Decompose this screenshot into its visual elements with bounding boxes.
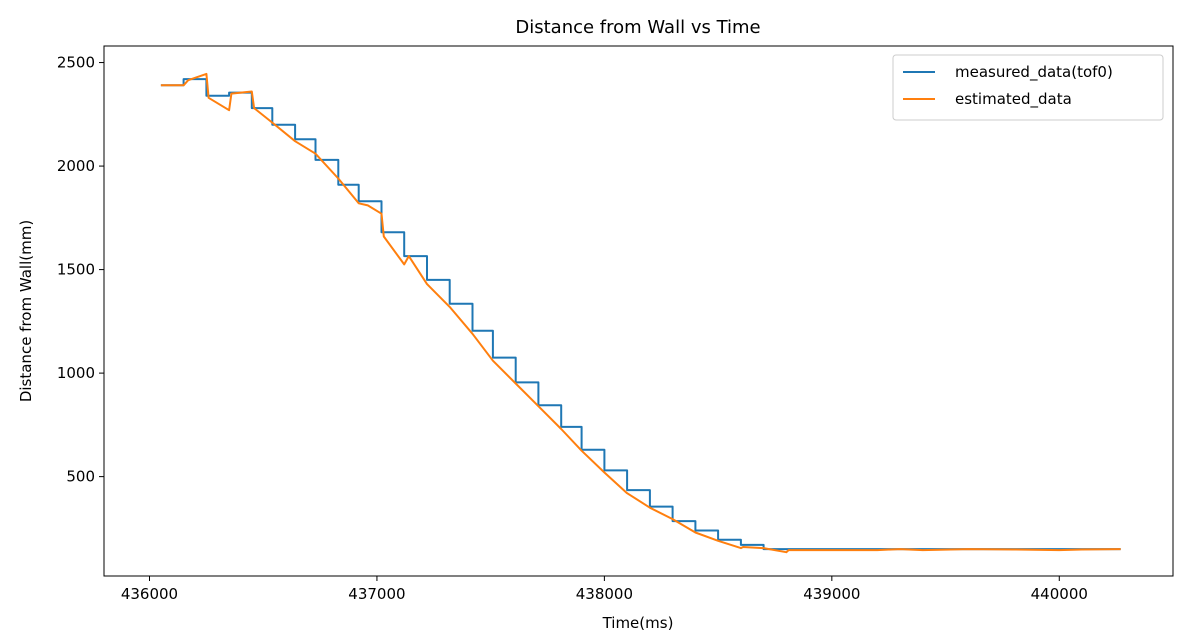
y-tick-label: 500 [66, 468, 95, 486]
y-tick-label: 2000 [57, 157, 95, 175]
x-axis: 436000 437000 438000 439000 440000 [121, 576, 1088, 603]
x-tick-label: 440000 [1031, 585, 1088, 603]
series-line-measured [160, 78, 1121, 551]
series-layer [160, 72, 1121, 554]
x-tick-label: 438000 [576, 585, 633, 603]
legend-label-estimated: estimated_data [955, 90, 1072, 109]
legend-label-measured: measured_data(tof0) [955, 63, 1113, 82]
plot-frame [103, 45, 1174, 577]
chart-title: Distance from Wall vs Time [515, 17, 760, 38]
y-axis-label: Distance from Wall(mm) [17, 220, 35, 402]
y-axis: 500 1000 1500 2000 2500 [57, 54, 104, 486]
y-tick-label: 1000 [57, 364, 95, 382]
y-tick-label: 2500 [57, 54, 95, 72]
legend-box [892, 54, 1164, 121]
series-line-estimated [160, 72, 1121, 554]
y-tick-label: 1500 [57, 261, 95, 279]
legend: measured_data(tof0) estimated_data [892, 54, 1164, 121]
x-tick-label: 436000 [121, 585, 178, 603]
x-axis-label: Time(ms) [602, 614, 674, 632]
x-tick-label: 439000 [803, 585, 860, 603]
x-tick-label: 437000 [348, 585, 405, 603]
